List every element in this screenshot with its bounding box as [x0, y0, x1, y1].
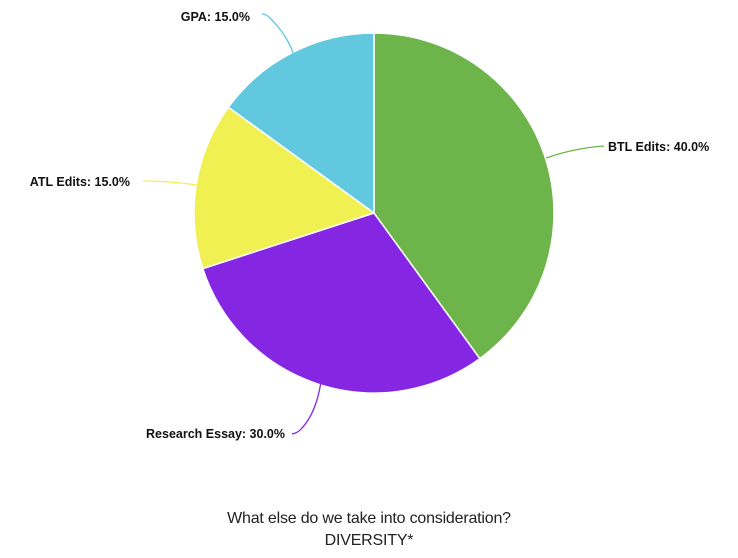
pie-slice-btl-edits — [373, 32, 555, 360]
slice-label-research-essay: Research Essay: 30.0% — [146, 427, 285, 441]
caption-question: What else do we take into consideration? — [227, 510, 511, 527]
slice-labels: BTL Edits: 40.0% Research Essay: 30.0% ATL… — [30, 10, 709, 441]
leader-line-atl-edits — [142, 180, 198, 186]
leader-line-research-essay — [291, 381, 322, 435]
pie-slice-research-essay — [202, 212, 481, 394]
slice-label-atl-edits: ATL Edits: 15.0% — [30, 175, 130, 189]
label-leader-lines — [142, 13, 605, 435]
slice-label-gpa: GPA: 15.0% — [181, 10, 250, 24]
caption-diversity: DIVERSITY* — [324, 532, 414, 549]
leader-line-btl-edits — [545, 145, 605, 159]
leader-line-gpa — [261, 13, 294, 54]
pie-chart: BTL Edits: 40.0% Research Essay: 30.0% ATL… — [30, 10, 709, 441]
pie-slices — [193, 32, 555, 394]
slice-label-btl-edits: BTL Edits: 40.0% — [608, 140, 709, 154]
